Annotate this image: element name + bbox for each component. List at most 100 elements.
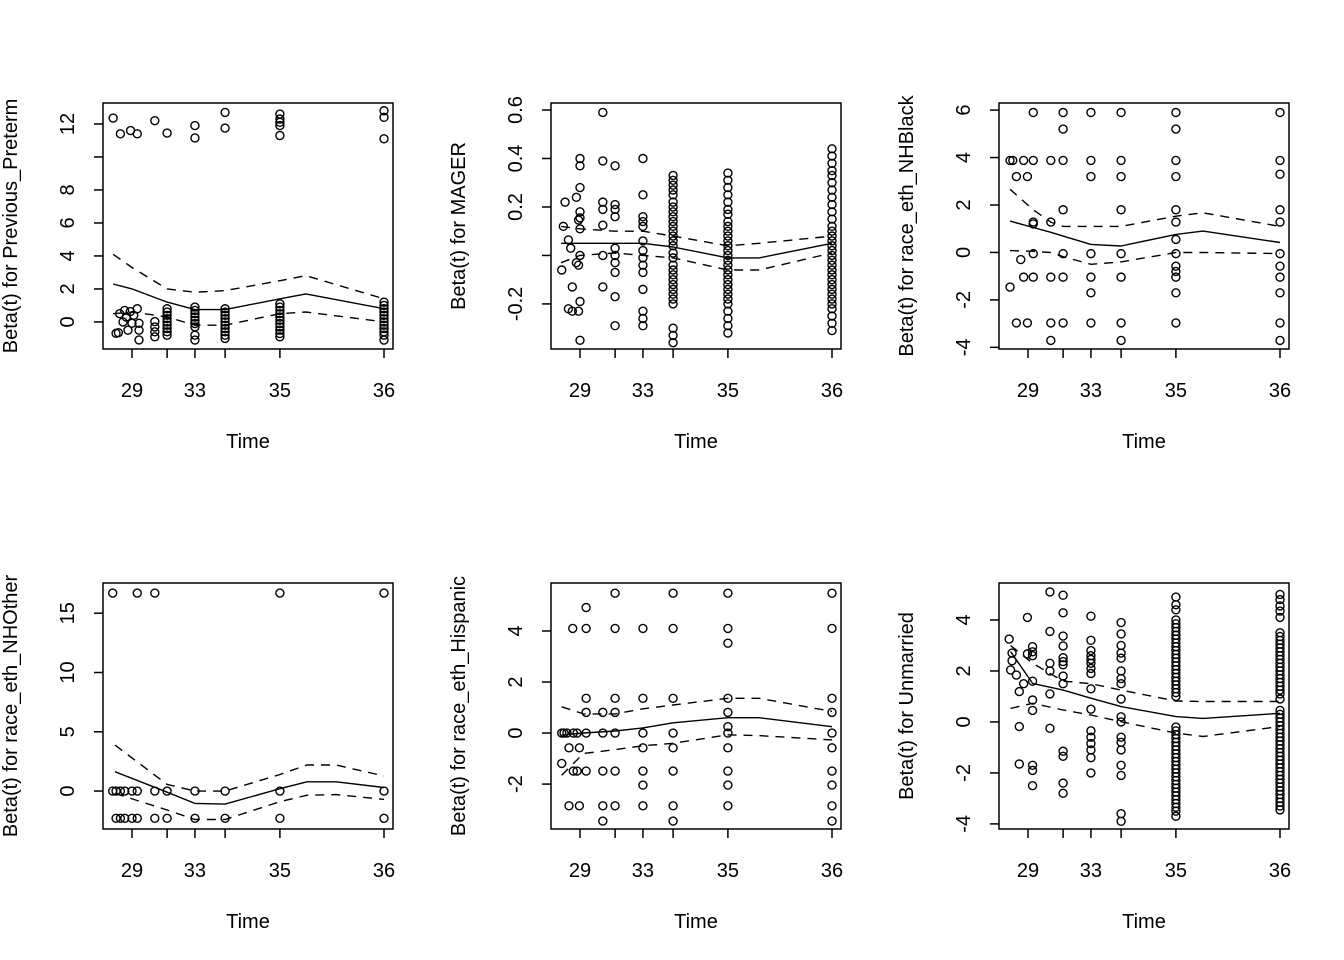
data-point: [379, 317, 389, 327]
data-point: [723, 707, 733, 718]
data-point: [566, 243, 576, 253]
data-point: [150, 332, 160, 342]
data-point: [1014, 721, 1024, 732]
data-point: [827, 693, 837, 704]
data-point: [1046, 318, 1056, 328]
data-point: [132, 129, 142, 139]
fitted-beta-line: [1010, 651, 1281, 720]
data-point: [275, 588, 285, 598]
data-point: [1086, 611, 1096, 621]
data-point: [638, 260, 648, 270]
data-point: [123, 325, 133, 335]
data-point: [1275, 694, 1285, 704]
data-point: [1275, 685, 1285, 695]
data-point: [610, 161, 620, 171]
data-point: [115, 129, 126, 139]
data-point: [638, 153, 648, 164]
data-point: [1171, 155, 1181, 166]
data-point: [113, 327, 124, 338]
data-point: [638, 780, 648, 790]
data-point: [668, 284, 678, 295]
x-tick-label: 33: [632, 380, 654, 402]
data-point: [827, 623, 837, 634]
data-point: [575, 207, 585, 217]
y-tick-label: 4: [953, 152, 975, 163]
data-point: [379, 300, 389, 311]
data-point: [827, 766, 837, 776]
data-point: [723, 780, 733, 790]
data-point: [668, 180, 678, 190]
data-point: [723, 743, 733, 753]
data-point: [610, 258, 620, 268]
data-point: [827, 311, 837, 321]
data-point: [1275, 248, 1285, 259]
data-point: [162, 307, 172, 317]
data-point: [638, 801, 648, 811]
data-point: [1086, 668, 1096, 679]
data-point: [638, 743, 648, 753]
data-point: [827, 289, 837, 299]
data-point: [638, 693, 648, 704]
data-point: [275, 117, 285, 128]
data-point: [827, 801, 837, 811]
y-tick-label: 15: [57, 602, 79, 624]
data-point: [827, 274, 837, 285]
data-point: [610, 588, 620, 598]
data-point: [1027, 642, 1038, 652]
y-tick-label: 6: [57, 217, 79, 228]
plot-frame: [550, 102, 842, 350]
data-point: [575, 213, 585, 223]
data-point: [638, 253, 648, 263]
data-point: [120, 786, 130, 796]
y-tick-label: 10: [57, 661, 79, 683]
data-point: [572, 766, 582, 776]
data-point: [723, 182, 733, 193]
data-point: [827, 588, 837, 598]
data-point: [723, 270, 733, 280]
y-tick-label: 0: [57, 316, 79, 327]
data-point: [638, 211, 648, 222]
data-point: [379, 323, 389, 334]
data-point: [668, 211, 678, 222]
data-point: [723, 588, 733, 598]
data-point: [827, 245, 837, 256]
data-point: [638, 236, 648, 246]
data-point: [275, 315, 285, 325]
x-tick-label: 33: [632, 860, 654, 882]
data-point: [379, 335, 389, 345]
data-point: [379, 813, 389, 824]
data-point: [120, 813, 130, 824]
data-point: [1171, 605, 1181, 615]
data-point: [1018, 155, 1029, 166]
x-tick-label: 35: [1165, 860, 1187, 882]
data-point: [723, 328, 733, 338]
data-point: [668, 221, 678, 232]
upper-confidence-line: [1009, 188, 1281, 228]
data-point: [827, 214, 837, 224]
data-point: [668, 202, 678, 212]
data-point: [275, 322, 285, 332]
fitted-beta-line: [1009, 220, 1281, 247]
data-point: [1058, 631, 1068, 641]
data-point: [827, 780, 837, 790]
data-point: [668, 337, 678, 348]
data-point: [162, 310, 172, 321]
data-point: [1171, 592, 1181, 602]
data-point: [1116, 653, 1126, 663]
data-point: [1275, 335, 1285, 346]
data-point: [827, 325, 837, 336]
data-point: [598, 282, 608, 292]
data-point: [668, 207, 678, 217]
data-point: [1046, 155, 1056, 166]
data-point: [1116, 617, 1126, 628]
data-point: [190, 335, 200, 345]
x-tick-label: 36: [373, 860, 395, 882]
data-point: [723, 728, 733, 738]
data-point: [127, 813, 137, 824]
x-tick-label: 33: [184, 860, 206, 882]
data-point: [723, 313, 733, 324]
fitted-beta-line: [112, 283, 385, 311]
data-point: [1005, 282, 1015, 292]
x-tick-label: 36: [1269, 380, 1291, 402]
lower-confidence-line: [1009, 249, 1281, 266]
